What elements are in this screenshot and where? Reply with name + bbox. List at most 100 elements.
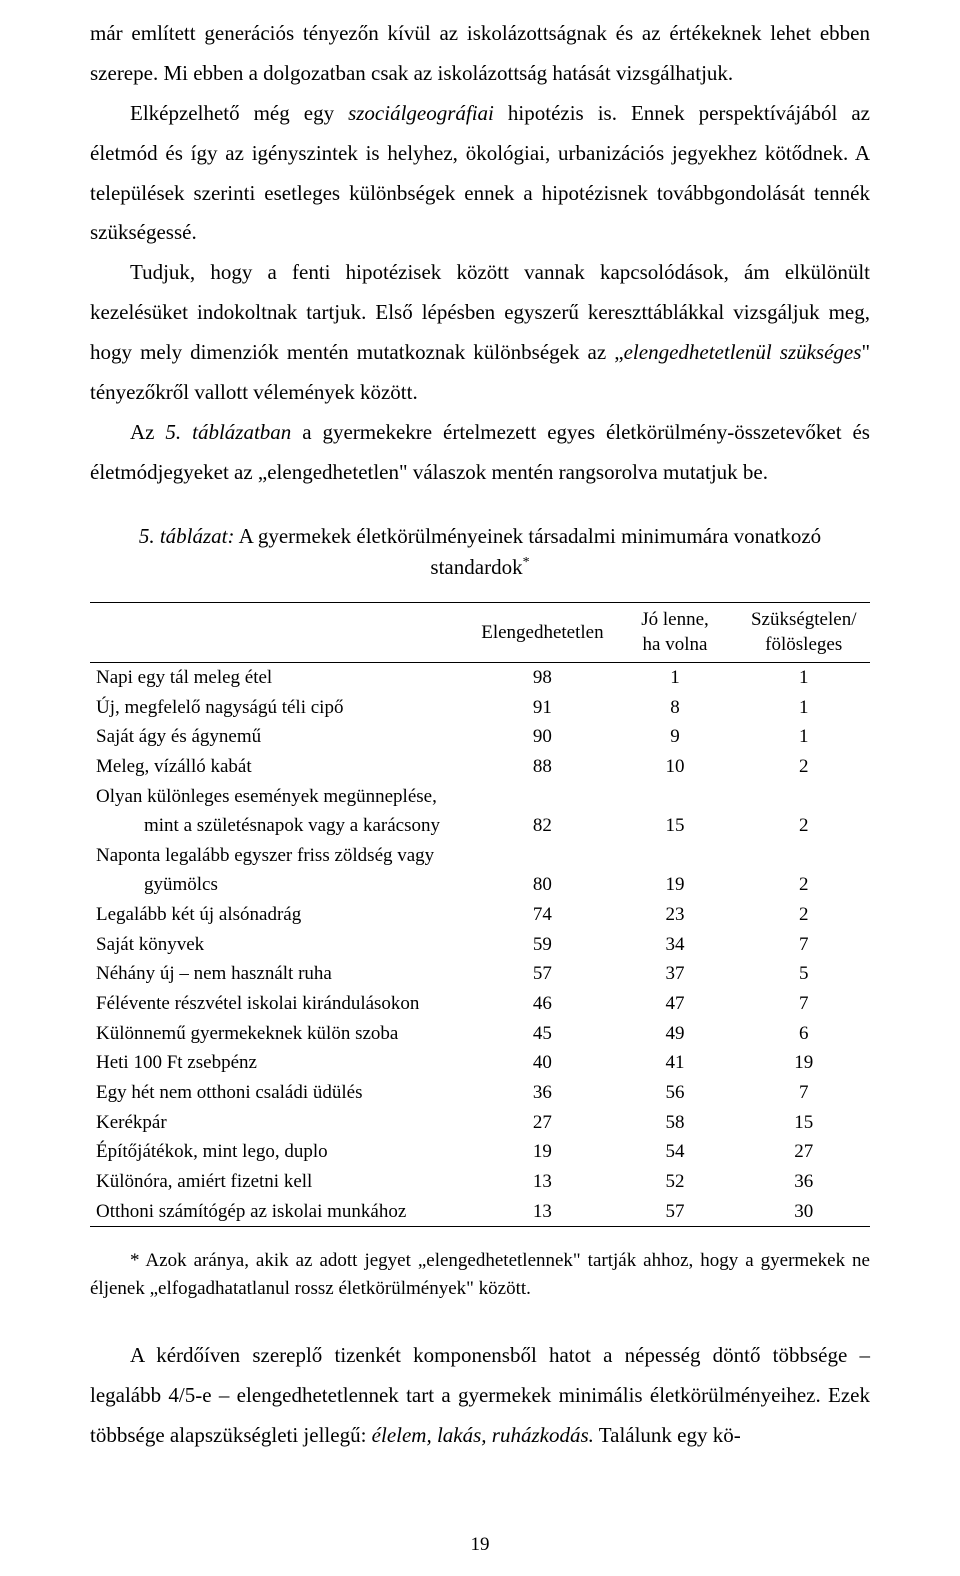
caption-prefix: 5. táblázat: bbox=[139, 524, 235, 548]
cell-label: Építőjátékok, mint lego, duplo bbox=[90, 1137, 472, 1167]
cell-label: Otthoni számítógép az iskolai munkához bbox=[90, 1197, 472, 1227]
table-caption: 5. táblázat: A gyermekek életkörülményei… bbox=[90, 521, 870, 584]
cell-v3: 27 bbox=[737, 1137, 870, 1167]
closing-b-italic: élelem, lakás, ruházkodás. bbox=[372, 1423, 594, 1447]
table-row: gyümölcs 80 19 2 bbox=[90, 870, 870, 900]
standards-table: Elengedhetetlen Jó lenne, ha volna Szüks… bbox=[90, 602, 870, 1227]
cell-v1: 59 bbox=[472, 930, 612, 960]
cell-label: Legalább két új alsónadrág bbox=[90, 900, 472, 930]
cell-empty bbox=[613, 782, 738, 812]
cell-label: Meleg, vízálló kabát bbox=[90, 752, 472, 782]
cell-empty bbox=[613, 841, 738, 871]
cell-label: Kerékpár bbox=[90, 1108, 472, 1138]
table-row: mint a születésnapok vagy a karácsony 82… bbox=[90, 811, 870, 841]
cell-label-indent: mint a születésnapok vagy a karácsony bbox=[96, 813, 466, 839]
table-row: Otthoni számítógép az iskolai munkához 1… bbox=[90, 1197, 870, 1227]
table-footnote: * Azok aránya, akik az adott jegyet „ele… bbox=[90, 1247, 870, 1302]
cell-label: Félévente részvétel iskolai kirándulások… bbox=[90, 989, 472, 1019]
cell-v1: 27 bbox=[472, 1108, 612, 1138]
cell-empty bbox=[737, 841, 870, 871]
header-col2: Jó lenne, ha volna bbox=[613, 602, 738, 662]
cell-label: Különnemű gyermekeknek külön szoba bbox=[90, 1019, 472, 1049]
cell-v2: 52 bbox=[613, 1167, 738, 1197]
cell-v1: 82 bbox=[472, 811, 612, 841]
header-col2-line2: ha volna bbox=[643, 634, 708, 655]
cell-label: Néhány új – nem használt ruha bbox=[90, 959, 472, 989]
p4-text-a: Az bbox=[130, 420, 165, 444]
paragraph-2: Elképzelhető még egy szociálgeográfiai h… bbox=[90, 94, 870, 254]
cell-label: Különóra, amiért fizetni kell bbox=[90, 1167, 472, 1197]
cell-label-indent: gyümölcs bbox=[96, 872, 466, 898]
cell-v3: 2 bbox=[737, 811, 870, 841]
cell-v2: 1 bbox=[613, 662, 738, 692]
cell-v2: 47 bbox=[613, 989, 738, 1019]
cell-v3: 5 bbox=[737, 959, 870, 989]
cell-v1: 13 bbox=[472, 1167, 612, 1197]
cell-label: Új, megfelelő nagyságú téli cipő bbox=[90, 693, 472, 723]
cell-v3: 7 bbox=[737, 930, 870, 960]
document-page: már említett generációs tényezőn kívül a… bbox=[0, 0, 960, 1576]
cell-v2: 23 bbox=[613, 900, 738, 930]
paragraph-1: már említett generációs tényezőn kívül a… bbox=[90, 14, 870, 94]
cell-v3: 1 bbox=[737, 722, 870, 752]
cell-v1: 36 bbox=[472, 1078, 612, 1108]
closing-c: Találunk egy kö- bbox=[594, 1423, 741, 1447]
cell-v1: 13 bbox=[472, 1197, 612, 1227]
cell-v2: 37 bbox=[613, 959, 738, 989]
cell-label-sub: gyümölcs bbox=[90, 870, 472, 900]
cell-label: Naponta legalább egyszer friss zöldség v… bbox=[90, 841, 472, 871]
cell-v3: 2 bbox=[737, 752, 870, 782]
cell-v1: 57 bbox=[472, 959, 612, 989]
table-row: Kerékpár 27 58 15 bbox=[90, 1108, 870, 1138]
cell-v3: 1 bbox=[737, 662, 870, 692]
cell-v1: 80 bbox=[472, 870, 612, 900]
cell-v3: 36 bbox=[737, 1167, 870, 1197]
cell-v3: 6 bbox=[737, 1019, 870, 1049]
cell-v3: 19 bbox=[737, 1048, 870, 1078]
header-col3-line2: fölösleges bbox=[765, 634, 842, 655]
cell-v1: 90 bbox=[472, 722, 612, 752]
cell-v2: 56 bbox=[613, 1078, 738, 1108]
cell-v2: 34 bbox=[613, 930, 738, 960]
cell-v1: 45 bbox=[472, 1019, 612, 1049]
table-row: Félévente részvétel iskolai kirándulások… bbox=[90, 989, 870, 1019]
p2-italic: szociálgeográfiai bbox=[348, 101, 494, 125]
p4-italic: 5. táblázatban bbox=[165, 420, 291, 444]
cell-v3: 1 bbox=[737, 693, 870, 723]
cell-v3: 2 bbox=[737, 870, 870, 900]
cell-label: Napi egy tál meleg étel bbox=[90, 662, 472, 692]
cell-v1: 46 bbox=[472, 989, 612, 1019]
cell-label: Egy hét nem otthoni családi üdülés bbox=[90, 1078, 472, 1108]
cell-label-sub: mint a születésnapok vagy a karácsony bbox=[90, 811, 472, 841]
table-row: Különóra, amiért fizetni kell 13 52 36 bbox=[90, 1167, 870, 1197]
table-row: Saját könyvek 59 34 7 bbox=[90, 930, 870, 960]
cell-v2: 41 bbox=[613, 1048, 738, 1078]
table-row: Olyan különleges események megünneplése, bbox=[90, 782, 870, 812]
cell-label: Saját könyvek bbox=[90, 930, 472, 960]
cell-v3: 7 bbox=[737, 1078, 870, 1108]
cell-v3: 2 bbox=[737, 900, 870, 930]
cell-v2: 9 bbox=[613, 722, 738, 752]
cell-v2: 15 bbox=[613, 811, 738, 841]
caption-marker: * bbox=[523, 555, 530, 570]
table-row: Legalább két új alsónadrág 74 23 2 bbox=[90, 900, 870, 930]
header-empty bbox=[90, 602, 472, 662]
cell-empty bbox=[737, 782, 870, 812]
cell-v2: 54 bbox=[613, 1137, 738, 1167]
cell-v3: 15 bbox=[737, 1108, 870, 1138]
cell-v1: 19 bbox=[472, 1137, 612, 1167]
paragraph-4: Az 5. táblázatban a gyermekekre értelmez… bbox=[90, 413, 870, 493]
caption-title: A gyermekek életkörülményeinek társadalm… bbox=[235, 524, 822, 580]
p3-italic: elengedhetetlenül szükséges bbox=[624, 340, 862, 364]
paragraph-3: Tudjuk, hogy a fenti hipotézisek között … bbox=[90, 253, 870, 413]
table-row: Néhány új – nem használt ruha 57 37 5 bbox=[90, 959, 870, 989]
cell-v1: 74 bbox=[472, 900, 612, 930]
cell-v2: 8 bbox=[613, 693, 738, 723]
cell-v1: 88 bbox=[472, 752, 612, 782]
cell-v2: 57 bbox=[613, 1197, 738, 1227]
cell-empty bbox=[472, 782, 612, 812]
table-row: Különnemű gyermekeknek külön szoba 45 49… bbox=[90, 1019, 870, 1049]
header-col3: Szükségtelen/ fölösleges bbox=[737, 602, 870, 662]
cell-v2: 49 bbox=[613, 1019, 738, 1049]
table-row: Építőjátékok, mint lego, duplo 19 54 27 bbox=[90, 1137, 870, 1167]
